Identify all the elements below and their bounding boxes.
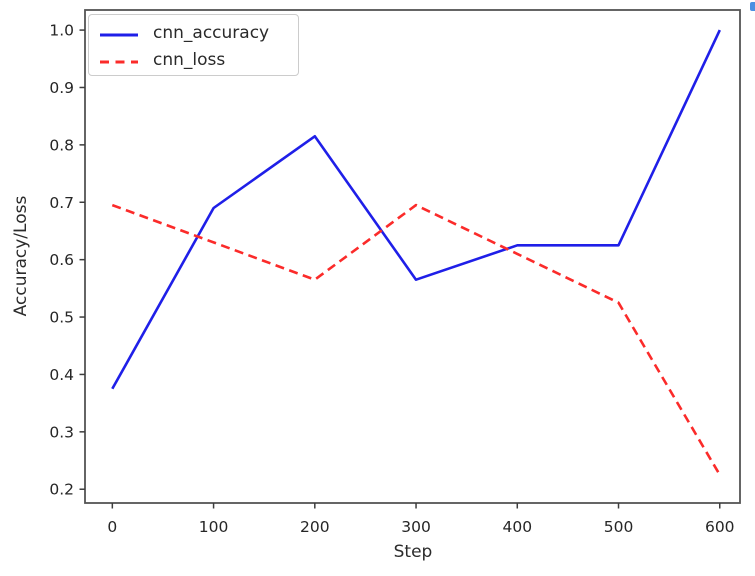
legend-item-cnn-accuracy: cnn_accuracy — [99, 21, 288, 48]
legend: cnn_accuracy cnn_loss — [88, 14, 299, 76]
x-tick-label: 400 — [502, 518, 532, 536]
cnn_accuracy-line — [111, 29, 721, 390]
x-tick-label: 100 — [199, 518, 229, 536]
y-tick-label: 1.0 — [49, 22, 74, 40]
legend-item-cnn-loss: cnn_loss — [99, 48, 288, 75]
x-tick-label: 300 — [401, 518, 431, 536]
y-tick-label: 0.5 — [49, 309, 74, 327]
cnn_loss-line — [111, 203, 721, 476]
y-tick-label: 0.2 — [49, 481, 74, 499]
y-axis-label: Accuracy/Loss — [11, 195, 31, 317]
y-tick-label: 0.6 — [49, 251, 74, 269]
x-axis-label: Step — [393, 542, 433, 562]
y-tick-label: 0.8 — [49, 136, 74, 154]
loss-line-sample-icon — [100, 60, 138, 63]
y-tick-label: 0.3 — [49, 423, 74, 441]
legend-label-cnn-accuracy: cnn_accuracy — [153, 23, 270, 43]
x-tick-label: 0 — [107, 518, 117, 536]
y-tick-label: 0.7 — [49, 194, 74, 212]
accuracy-line-sample-icon — [100, 33, 138, 36]
x-tick-label: 500 — [604, 518, 634, 536]
screen-edge-artifact — [750, 2, 755, 11]
axes-frame — [84, 9, 741, 504]
x-tick-label: 200 — [300, 518, 330, 536]
y-tick-label: 0.9 — [49, 79, 74, 97]
legend-label-cnn-loss: cnn_loss — [153, 50, 226, 70]
y-tick-label: 0.4 — [49, 366, 74, 384]
x-tick-label: 600 — [705, 518, 735, 536]
